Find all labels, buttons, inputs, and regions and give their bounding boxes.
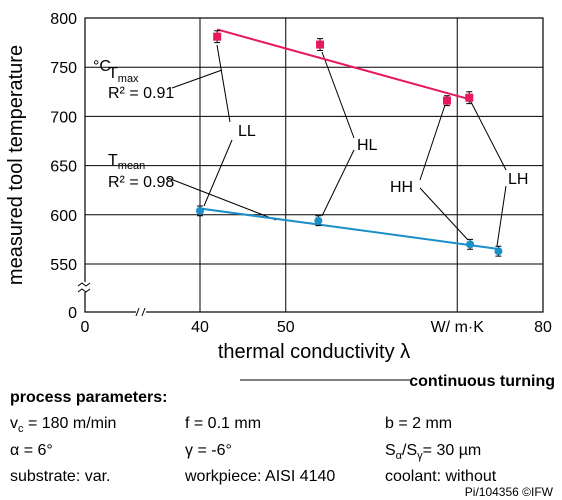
fit-line — [199, 207, 499, 250]
param-text: coolant: without — [385, 468, 497, 485]
x-tick-label: 40 — [191, 319, 209, 336]
param: α = 6° — [10, 442, 53, 459]
param: workpiece: AISI 4140 — [184, 468, 335, 485]
process: continuous turning — [409, 373, 555, 390]
marker — [466, 240, 475, 249]
annotation: HL — [357, 137, 378, 154]
leader — [171, 69, 223, 89]
leader — [216, 44, 231, 123]
y-tick-label: 750 — [50, 60, 77, 77]
param: vc = 180 m/min — [10, 415, 116, 435]
leader — [321, 149, 355, 217]
y-tick-label: 0 — [68, 305, 77, 322]
y-tick-label: 800 — [50, 11, 77, 28]
marker — [465, 93, 474, 102]
annotation: HH — [390, 179, 413, 196]
marker — [196, 206, 204, 215]
leader — [496, 185, 507, 247]
marker — [213, 32, 222, 41]
series-subscript: max — [118, 73, 139, 85]
param: f = 0.1 mm — [185, 415, 261, 432]
annotation: LH — [508, 171, 528, 188]
axis-break — [136, 307, 146, 317]
fit-line — [216, 28, 470, 101]
param-text: b = 2 mm — [385, 415, 452, 432]
x-tick-label: 0 — [81, 319, 90, 336]
series-subscript: mean — [118, 160, 146, 172]
plot-frame — [84, 17, 544, 313]
leader — [419, 187, 469, 241]
param: Sα/Sγ= 30 µm — [385, 442, 481, 462]
param-text: = 30 µm — [423, 442, 482, 459]
fit-r2: R² = 0.91 — [108, 85, 174, 102]
param-subscript: c — [18, 423, 24, 435]
leader — [469, 99, 507, 171]
param: substrate: var. — [10, 468, 111, 485]
param-text: S — [385, 442, 396, 459]
leader — [203, 139, 233, 207]
axis-break — [79, 282, 91, 292]
y-tick-label: 700 — [50, 109, 77, 126]
param: b = 2 mm — [385, 415, 452, 432]
leaders — [167, 44, 507, 381]
param-text: α = 6° — [10, 442, 53, 459]
series-label: Tmean — [108, 152, 145, 172]
params-heading: process parameters: — [10, 389, 167, 406]
param-text: = 180 m/min — [24, 415, 117, 432]
marker — [316, 40, 325, 49]
param-text: γ = -6° — [185, 442, 232, 459]
series-symbol: T — [108, 65, 118, 82]
leader — [167, 177, 277, 221]
marker — [314, 216, 323, 225]
marker — [442, 96, 451, 105]
annotation: LL — [238, 123, 256, 140]
x-tick-label: 50 — [277, 319, 295, 336]
param-subscript: γ — [417, 450, 423, 462]
y-tick-label: 650 — [50, 159, 77, 176]
fit-r2: R² = 0.98 — [108, 174, 174, 191]
x-tick-label: W/ m·K — [431, 319, 485, 336]
x-tick-label: 80 — [534, 319, 552, 336]
param-subscript: α — [396, 450, 403, 462]
leader — [419, 104, 446, 181]
y-axis-title: measured tool temperature — [5, 45, 27, 285]
footer: Pi/104356 ©IFW — [465, 485, 554, 499]
param-text: v — [10, 415, 18, 432]
marker — [494, 247, 503, 256]
param-text: f = 0.1 mm — [185, 415, 261, 432]
series-label: Tmax — [108, 65, 139, 85]
axis-break — [77, 282, 91, 293]
series-symbol: T — [108, 152, 118, 169]
param-text: /S — [402, 442, 417, 459]
leader — [321, 51, 355, 139]
axis-break — [135, 307, 146, 317]
y-tick-label: 550 — [50, 257, 77, 274]
param-text: substrate: var. — [10, 468, 111, 485]
y-tick-label: 600 — [50, 208, 77, 225]
x-axis-title: thermal conductivity λ — [218, 341, 410, 363]
param-text: workpiece: AISI 4140 — [184, 468, 335, 485]
param: γ = -6° — [185, 442, 232, 459]
param: coolant: without — [385, 468, 497, 485]
unit: °C — [93, 58, 111, 75]
